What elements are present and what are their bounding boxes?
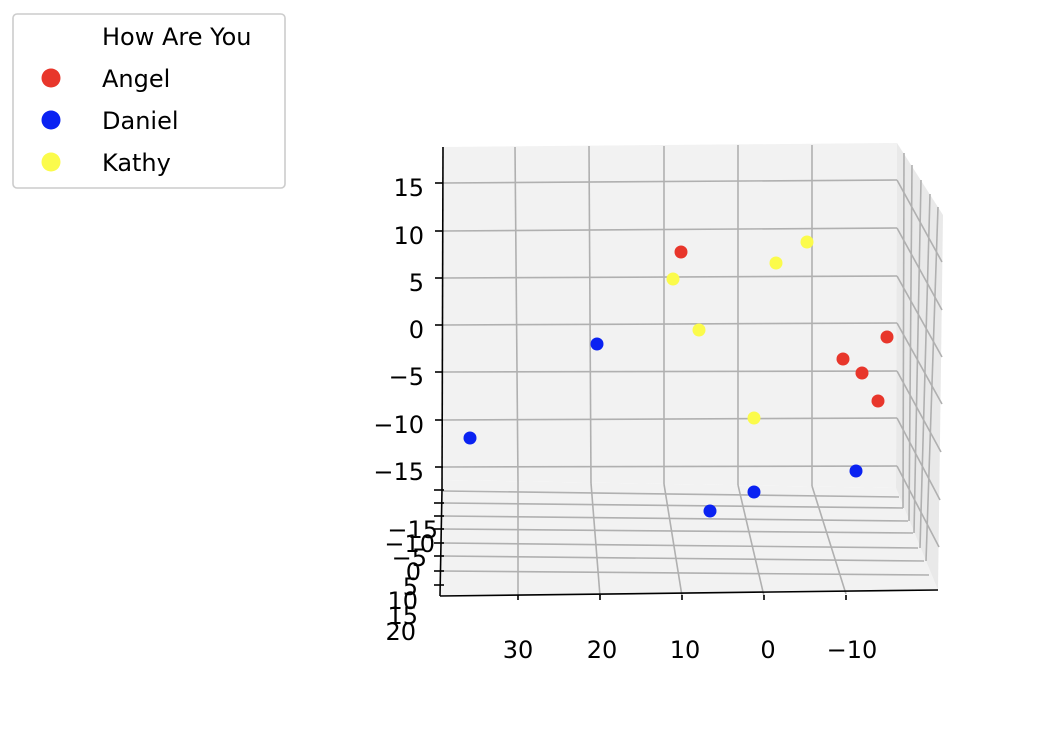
z-gridline <box>442 370 898 373</box>
side-gridline <box>896 417 941 501</box>
point-kathy <box>800 235 814 249</box>
legend: How Are You Angel Daniel Kathy <box>12 13 286 189</box>
point-angel <box>871 394 885 408</box>
z-tick-label: −15 <box>373 458 424 486</box>
side-gridline <box>913 179 922 534</box>
y-tick-label: −5 <box>392 544 427 572</box>
side-gridline <box>896 370 942 453</box>
point-angel <box>674 245 688 259</box>
y-tick-label: 20 <box>385 618 416 646</box>
side-gridline <box>896 227 943 311</box>
x-tick-label: −10 <box>827 636 878 664</box>
x-axis-line <box>439 589 939 597</box>
z-gridline <box>442 417 898 421</box>
z-gridline <box>442 465 898 468</box>
y-gridline <box>441 528 914 534</box>
point-daniel <box>590 337 604 351</box>
side-pane <box>896 143 943 590</box>
y-tick-label: 15 <box>387 602 418 630</box>
grid-lines <box>440 145 943 597</box>
side-gridline <box>908 164 913 522</box>
z-tick-label: 5 <box>409 269 424 297</box>
x-tick-label: 10 <box>670 636 701 664</box>
point-kathy <box>747 411 761 425</box>
point-kathy <box>692 323 706 337</box>
z-tick-label: 0 <box>409 316 424 344</box>
y-tick-label: 5 <box>403 573 418 601</box>
x-tick-label: 20 <box>587 636 618 664</box>
z-gridline <box>442 227 898 232</box>
z-axis-line <box>441 146 444 491</box>
side-gridline <box>896 275 943 358</box>
y-tick-label: 10 <box>387 587 418 615</box>
z-tick-label: −5 <box>389 363 424 391</box>
y-gridline <box>440 542 919 549</box>
x-tick-label: 0 <box>760 636 775 664</box>
legend-frame <box>12 13 286 189</box>
legend-marker-kathy <box>41 152 61 172</box>
y-tick-label: 0 <box>406 558 421 586</box>
axis-lines <box>434 146 939 600</box>
x-gridline <box>588 145 592 484</box>
z-gridline <box>442 179 898 184</box>
x-tick-label: 30 <box>503 636 534 664</box>
side-gridline <box>896 179 943 263</box>
floor-pane <box>440 480 938 596</box>
y-gridline <box>440 555 925 562</box>
legend-marker-angel <box>41 68 61 88</box>
legend-label-angel: Angel <box>102 65 170 93</box>
point-daniel <box>849 464 863 478</box>
point-angel <box>880 330 894 344</box>
z-tick-label: −10 <box>373 411 424 439</box>
z-tick-label: 15 <box>393 174 424 202</box>
y-gridline <box>441 502 904 509</box>
side-gridline <box>925 206 939 562</box>
side-gridline <box>902 152 905 509</box>
point-daniel <box>463 431 477 445</box>
legend-label-kathy: Kathy <box>102 149 171 177</box>
side-gridline <box>896 465 940 548</box>
x-gridline-floor <box>737 484 765 597</box>
y-tick-label: −15 <box>387 516 438 544</box>
z-gridline <box>442 322 898 326</box>
point-daniel <box>703 504 717 518</box>
data-points <box>463 235 894 518</box>
point-angel <box>855 366 869 380</box>
x-gridline-floor <box>590 482 601 597</box>
x-gridline <box>514 146 519 483</box>
back-pane <box>443 143 897 488</box>
point-angel <box>836 352 850 366</box>
y-gridline <box>440 570 930 576</box>
z-tick-label: 10 <box>393 222 424 250</box>
point-kathy <box>769 256 783 270</box>
y-gridline <box>442 490 900 498</box>
y-tick-label: −10 <box>384 530 435 558</box>
point-daniel <box>747 485 761 499</box>
legend-label-daniel: Daniel <box>102 107 179 135</box>
x-gridline-floor <box>663 483 683 597</box>
y-gridline <box>441 515 909 522</box>
legend-marker-daniel <box>41 110 61 130</box>
point-kathy <box>666 272 680 286</box>
legend-title: How Are You <box>102 23 252 51</box>
side-gridline <box>919 193 931 549</box>
side-gridline <box>896 322 943 405</box>
x-gridline-floor <box>811 485 847 595</box>
